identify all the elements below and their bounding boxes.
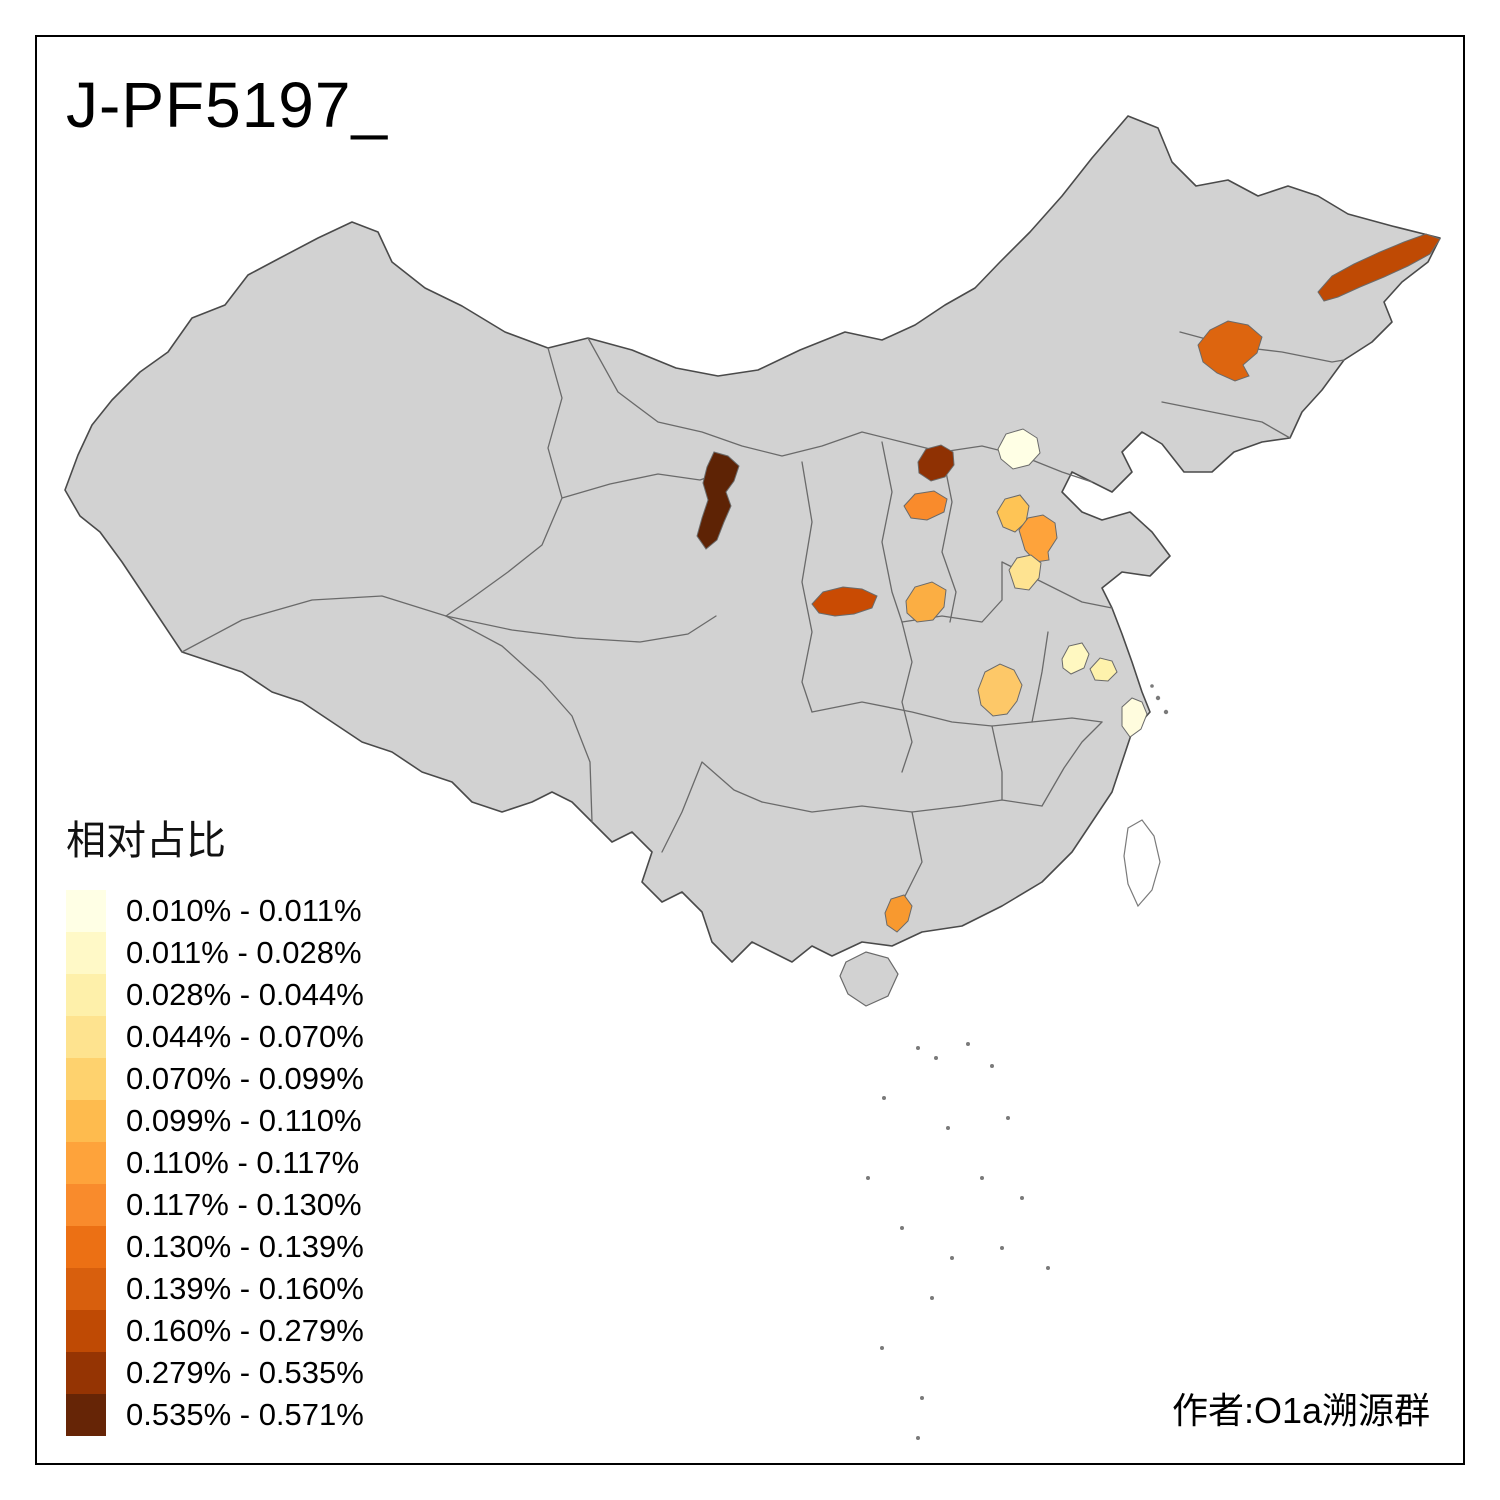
region-shandong-southwest [1008, 554, 1042, 591]
region-heilongjiang-northeast [1317, 233, 1441, 302]
taiwan-island [1123, 819, 1161, 908]
legend-swatch [66, 1268, 106, 1310]
region-jilin [1197, 320, 1263, 382]
legend-swatch [66, 890, 106, 932]
legend-item: 0.279% - 0.535% [66, 1352, 364, 1394]
plot-frame [35, 35, 1465, 1465]
legend-swatch [66, 1352, 106, 1394]
legend-item: 0.110% - 0.117% [66, 1142, 364, 1184]
legend-label: 0.011% - 0.028% [126, 935, 362, 970]
region-hubei [977, 663, 1023, 717]
highlighted-regions [696, 233, 1441, 933]
legend-item: 0.139% - 0.160% [66, 1268, 364, 1310]
region-anhui-north [1061, 642, 1090, 675]
author-caption: 作者:O1a溯源群 [1171, 1390, 1430, 1431]
legend-item: 0.535% - 0.571% [66, 1394, 364, 1436]
legend-label: 0.279% - 0.535% [126, 1355, 364, 1390]
legend-label: 0.099% - 0.110% [126, 1103, 362, 1138]
region-beijing [997, 428, 1041, 470]
legend-title: 相对占比 [66, 819, 226, 863]
region-anhui-east [1089, 657, 1118, 682]
legend-label: 0.130% - 0.139% [126, 1229, 364, 1264]
legend-label: 0.110% - 0.117% [126, 1145, 360, 1180]
legend-item: 0.130% - 0.139% [66, 1226, 364, 1268]
legend-swatch [66, 932, 106, 974]
legend-label: 0.044% - 0.070% [126, 1019, 364, 1054]
legend-swatch [66, 1142, 106, 1184]
legend-label: 0.535% - 0.571% [126, 1397, 364, 1432]
legend-swatch [66, 1394, 106, 1436]
hainan-island [839, 951, 899, 1007]
legend-item: 0.044% - 0.070% [66, 1016, 364, 1058]
region-gansu-ningxia [696, 451, 740, 550]
legend-item: 0.099% - 0.110% [66, 1100, 364, 1142]
legend-swatch [66, 1226, 106, 1268]
region-guangdong-west [884, 894, 913, 933]
legend-swatch [66, 1184, 106, 1226]
legend-swatch [66, 974, 106, 1016]
region-shaanxi [811, 586, 878, 617]
page-title: J-PF5197_ [66, 69, 389, 141]
region-hebei-south [996, 494, 1030, 533]
region-shanxi-central [903, 490, 948, 521]
legend-item: 0.160% - 0.279% [66, 1310, 364, 1352]
legend-swatch [66, 1058, 106, 1100]
legend-item: 0.010% - 0.011% [66, 890, 364, 932]
region-shanghai-jiangsu-coast [1121, 697, 1148, 738]
legend-item: 0.117% - 0.130% [66, 1184, 364, 1226]
legend-label: 0.010% - 0.011% [126, 893, 362, 928]
legend-label: 0.160% - 0.279% [126, 1313, 364, 1348]
legend-item: 0.070% - 0.099% [66, 1058, 364, 1100]
legend-label: 0.139% - 0.160% [126, 1271, 364, 1306]
legend-label: 0.117% - 0.130% [126, 1187, 362, 1222]
legend-label: 0.070% - 0.099% [126, 1061, 364, 1096]
south-china-sea-islands [866, 684, 1169, 1440]
region-henan-west [905, 581, 947, 623]
legend-swatch [66, 1016, 106, 1058]
legend-label: 0.028% - 0.044% [126, 977, 364, 1012]
legend-items: 0.010% - 0.011% 0.011% - 0.028% 0.028% - 0… [66, 890, 364, 1436]
legend-item: 0.028% - 0.044% [66, 974, 364, 1016]
region-shanxi-north [917, 444, 955, 482]
legend-item: 0.011% - 0.028% [66, 932, 364, 974]
legend-swatch [66, 1100, 106, 1142]
legend: 相对占比 0.010% - 0.011% 0.011% - 0.028% 0.028… [66, 808, 364, 1436]
legend-swatch [66, 1310, 106, 1352]
